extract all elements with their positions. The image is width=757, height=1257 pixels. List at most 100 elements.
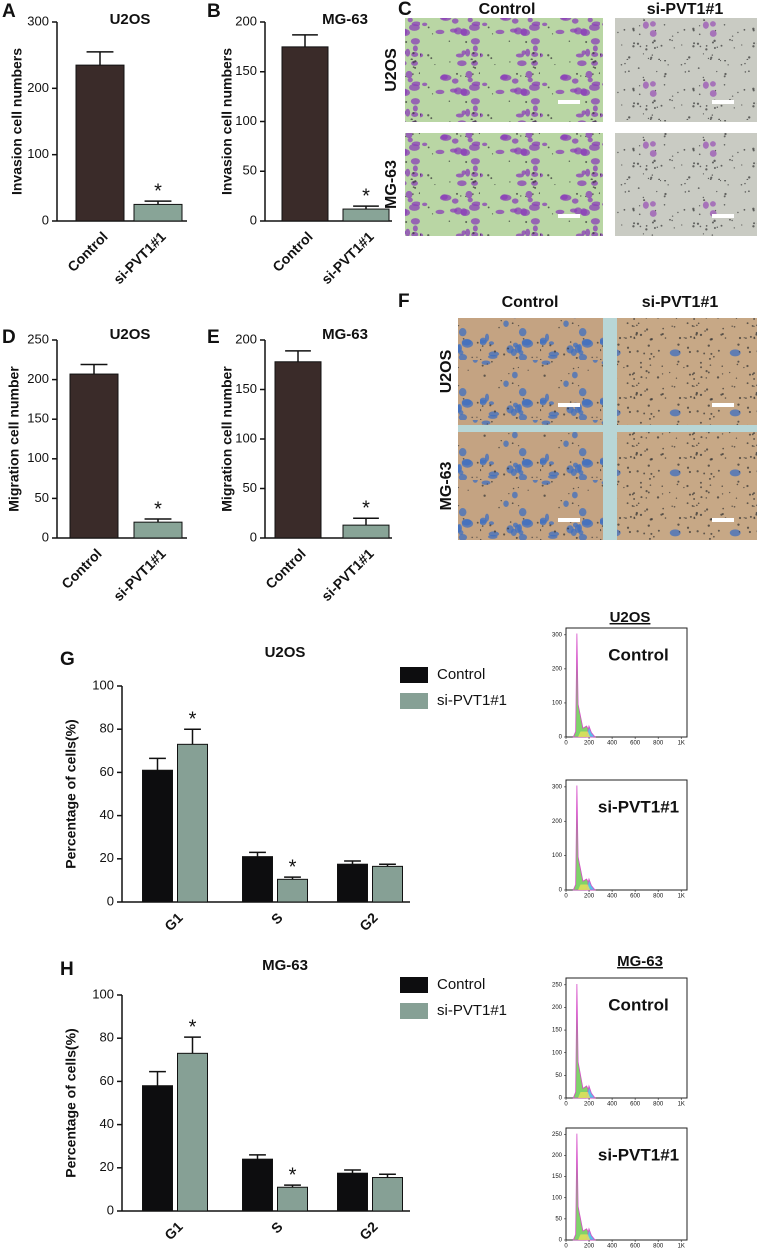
x-tick-label: 800 [653, 894, 664, 900]
x-tick-label: Control [58, 545, 105, 592]
x-tick-label: S [268, 909, 286, 927]
x-tick-label: G1 [161, 1218, 186, 1243]
error-bar [344, 1169, 361, 1174]
y-tick-label: 200 [552, 819, 563, 825]
flow-title: MG-63 [617, 953, 663, 970]
y-tick-label: 200 [552, 666, 563, 672]
y-tick-label: 80 [100, 721, 114, 736]
flow-label: si-PVT1#1 [598, 1145, 679, 1164]
legend-label: Control [437, 666, 485, 683]
x-tick-label: G1 [161, 909, 186, 934]
bar [242, 856, 273, 903]
y-tick-label: 0 [42, 529, 49, 544]
y-tick-label: 50 [555, 1216, 562, 1222]
x-tick-label: 400 [607, 1244, 618, 1250]
y-tick-label: 250 [552, 1132, 563, 1138]
significance-mark: * [362, 497, 370, 519]
y-tick-label: 50 [243, 480, 257, 495]
bar [274, 361, 322, 539]
chart-title: U2OS [110, 11, 151, 28]
y-tick-label: 200 [235, 13, 257, 28]
flow-label: Control [608, 645, 668, 664]
y-tick-label: 0 [559, 735, 563, 741]
bar [133, 521, 183, 539]
bar [177, 1052, 208, 1212]
error-bar [292, 34, 318, 47]
error-bar [149, 1070, 166, 1086]
x-tick-label: 1K [678, 894, 685, 900]
bar [142, 1085, 173, 1212]
x-tick-label: si-PVT1#1 [318, 228, 377, 287]
y-tick-label: 20 [100, 1159, 114, 1174]
x-tick-label: 0 [564, 894, 568, 900]
micrograph [405, 133, 603, 236]
micrograph [615, 18, 757, 122]
bar [242, 1158, 273, 1212]
y-tick-label: 0 [559, 1096, 563, 1102]
scale-bar [712, 518, 734, 522]
bar [277, 878, 308, 903]
scale-bar [712, 403, 734, 407]
legend-swatch [400, 977, 428, 993]
row-label: MG-63 [438, 461, 455, 510]
row-label: U2OS [383, 48, 400, 92]
bar [277, 1186, 308, 1212]
error-bar [184, 728, 201, 745]
legend-swatch [400, 693, 428, 709]
x-tick-label: 1K [678, 741, 685, 747]
error-bar [86, 51, 114, 66]
legend-label: si-PVT1#1 [437, 692, 507, 709]
error-bar [379, 1173, 396, 1178]
y-tick-label: 0 [42, 212, 49, 227]
row-label: U2OS [438, 349, 455, 393]
bar [342, 524, 390, 539]
significance-mark: * [189, 1016, 197, 1038]
x-tick-label: 400 [607, 894, 618, 900]
column-label: si-PVT1#1 [642, 294, 719, 311]
x-tick-label: si-PVT1#1 [110, 545, 169, 604]
x-tick-label: 200 [584, 1244, 595, 1250]
flow-label: Control [608, 995, 668, 1014]
legend-label: Control [437, 976, 485, 993]
y-tick-label: 150 [552, 1174, 563, 1180]
panel-letter: G [60, 649, 75, 670]
bar [337, 1172, 368, 1212]
y-tick-label: 0 [250, 212, 257, 227]
significance-mark: * [154, 498, 162, 520]
y-tick-label: 100 [92, 986, 114, 1001]
bar [142, 769, 173, 903]
y-tick-label: 0 [107, 1202, 114, 1217]
micrograph [405, 18, 603, 122]
x-tick-label: si-PVT1#1 [318, 545, 377, 604]
x-tick-label: 1K [678, 1102, 685, 1108]
y-tick-label: 50 [555, 1073, 562, 1079]
x-tick-label: 600 [630, 894, 641, 900]
chart-title: MG-63 [322, 11, 368, 28]
bar [337, 863, 368, 903]
x-tick-label: 200 [584, 1102, 595, 1108]
scale-bar [558, 403, 580, 407]
error-bar [80, 363, 108, 375]
y-tick-label: 150 [27, 411, 49, 426]
significance-mark: * [154, 180, 162, 202]
x-tick-label: 0 [564, 1102, 568, 1108]
micrograph [615, 133, 757, 236]
significance-mark: * [289, 856, 297, 878]
error-bar [144, 518, 172, 523]
scale-bar [712, 100, 734, 104]
y-tick-label: 150 [552, 1028, 563, 1034]
scale-bar [558, 518, 580, 522]
flow-s-fill [578, 1092, 591, 1098]
y-tick-label: 50 [243, 163, 257, 178]
x-tick-label: 0 [564, 1244, 568, 1250]
y-tick-label: 0 [559, 1238, 563, 1244]
micrograph [458, 318, 603, 425]
y-tick-label: 200 [27, 80, 49, 95]
panel-letter: A [2, 1, 16, 22]
y-axis-label: Percentage of cells(%) [63, 719, 79, 868]
bar [177, 743, 208, 903]
flow-title: U2OS [610, 609, 651, 626]
y-tick-label: 100 [552, 701, 563, 707]
bar [281, 46, 329, 222]
